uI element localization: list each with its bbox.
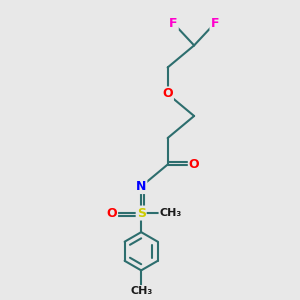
Text: O: O bbox=[162, 87, 173, 101]
Text: N: N bbox=[136, 180, 146, 193]
Text: S: S bbox=[137, 206, 146, 220]
Text: O: O bbox=[106, 206, 117, 220]
Text: O: O bbox=[189, 158, 200, 171]
Text: CH₃: CH₃ bbox=[160, 208, 182, 218]
Text: F: F bbox=[169, 17, 178, 30]
Text: CH₃: CH₃ bbox=[130, 286, 152, 296]
Text: F: F bbox=[210, 17, 219, 30]
